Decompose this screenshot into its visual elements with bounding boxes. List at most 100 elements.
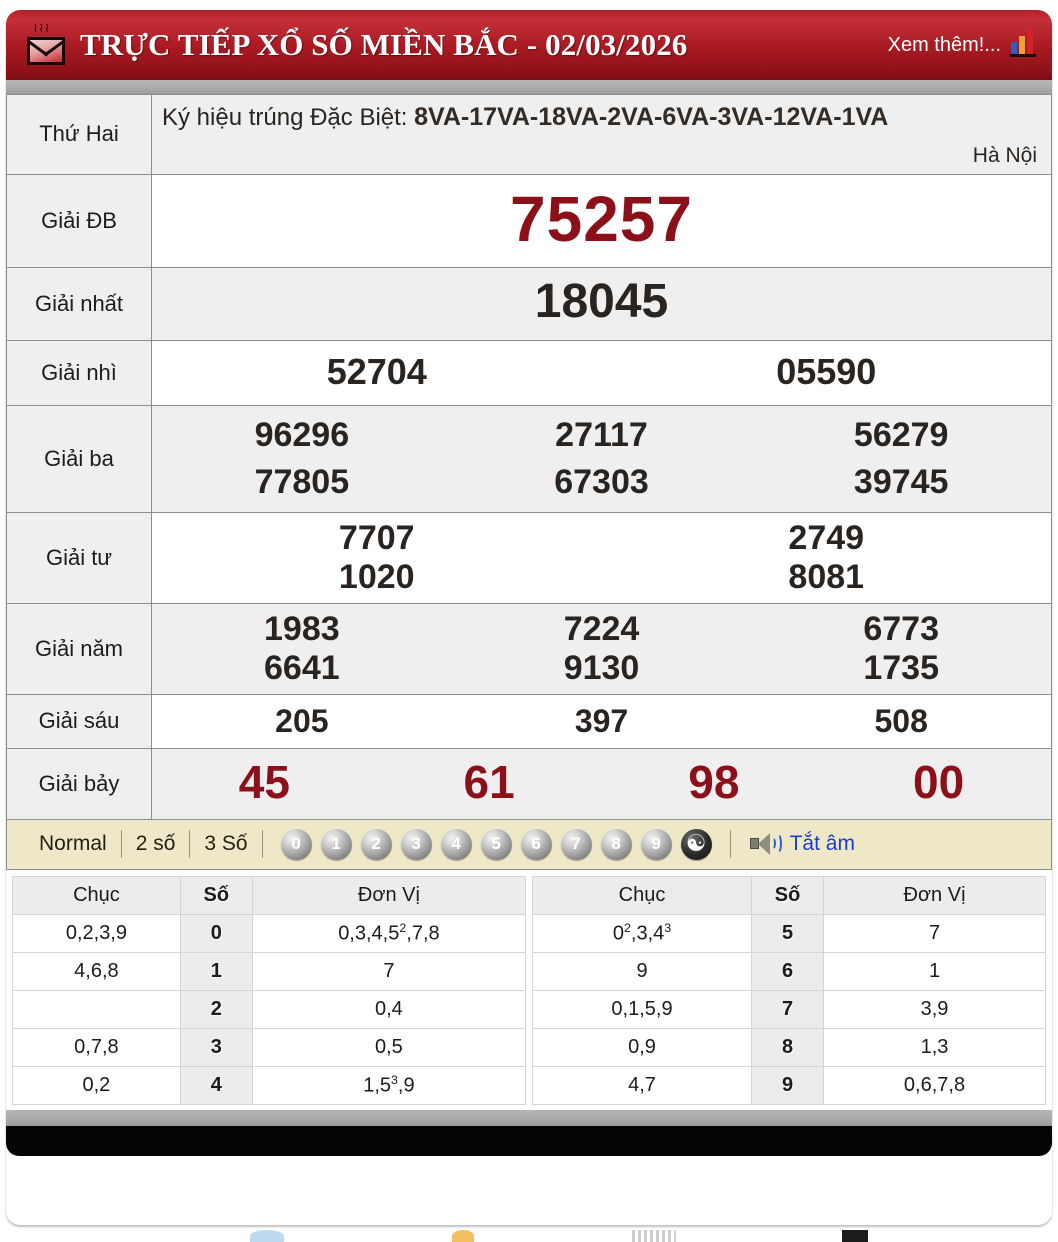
stats-header-tens: Chục [12, 875, 181, 915]
digit-ball-5[interactable]: 5 [480, 828, 512, 860]
seventh-number-1: 45 [238, 755, 290, 808]
fourth-number-3: 1020 [338, 557, 415, 596]
special-code-label: Ký hiệu trúng Đặc Biệt: [162, 104, 408, 131]
third-number-1: 96296 [254, 415, 350, 454]
fifth-number-1: 1983 [264, 609, 340, 648]
prize-label-first: Giải nhất [6, 266, 152, 341]
prize-label-third: Giải ba [6, 404, 152, 513]
digit-ball-6[interactable]: 6 [520, 828, 552, 860]
digit-ball-4[interactable]: 4 [440, 828, 472, 860]
stats-row: 0,1,5,9 7 3,9 [531, 989, 1046, 1029]
seventh-number-4: 00 [913, 755, 965, 808]
table-row-db: Giải ĐB 75257 [6, 173, 1052, 268]
special-code-line: Ký hiệu trúng Đặc Biệt: 8VA-17VA-18VA-2V… [162, 103, 1037, 132]
digit-ball-9[interactable]: 9 [640, 828, 672, 860]
yin-yang-icon[interactable]: ☯ [680, 828, 712, 860]
stats-cell-digit: 4 [179, 1065, 253, 1105]
control-separator [261, 830, 263, 859]
stats-table-right: Chục Số Đơn Vị 02,3,43 5 7 9 6 1 0,1,5,9 7 3,9 0,… [531, 875, 1046, 1105]
speaker-icon [749, 831, 783, 857]
stats-cell-tens: 0,7,8 [12, 1027, 181, 1067]
prize-value-fifth: 1983 7224 6773 6641 9130 1735 [151, 602, 1052, 695]
stats-right-body: 02,3,43 5 7 9 6 1 0,1,5,9 7 3,9 0,9 8 1,3 4,7 9 0,6,7,… [531, 913, 1046, 1105]
bar-chart-icon[interactable] [1010, 29, 1038, 57]
sixth-number-2: 397 [574, 702, 629, 739]
envelope-shape [27, 37, 65, 65]
fourth-number-4: 8081 [788, 557, 865, 596]
third-number-2: 27117 [555, 415, 648, 454]
stats-row: 2 0,4 [12, 989, 527, 1029]
stats-row: 0,2 4 1,53,9 [12, 1065, 527, 1105]
stats-cell-units: 0,6,7,8 [823, 1065, 1046, 1105]
partial-icon-3 [632, 1230, 676, 1242]
table-row-sixth: Giải sáu 205 397 508 [6, 693, 1052, 749]
second-number-1: 52704 [326, 350, 427, 392]
db-number: 75257 [510, 182, 693, 255]
control-bar: Normal 2 số 3 Số 0 1 2 3 4 5 6 7 8 9 ☯ [6, 819, 1052, 870]
digit-ball-3[interactable]: 3 [400, 828, 432, 860]
stats-cell-digit: 5 [751, 913, 825, 953]
stats-cell-units: 0,5 [251, 1027, 527, 1067]
prize-value-db: 75257 [151, 173, 1052, 268]
stats-cell-tens: 0,2 [12, 1065, 181, 1105]
stats-row: 4,6,8 1 7 [12, 951, 527, 991]
digit-ball-0[interactable]: 0 [280, 828, 312, 860]
digit-ball-7[interactable]: 7 [560, 828, 592, 860]
stats-header-units: Đơn Vị [251, 875, 527, 915]
stats-cell-digit: 8 [751, 1027, 825, 1067]
stats-cell-tens: 0,2,3,9 [12, 913, 181, 953]
fifth-number-3: 6773 [863, 609, 939, 648]
stats-left-body: 0,2,3,9 0 0,3,4,52,7,8 4,6,8 1 7 2 0,4 0,7,8 3 0,5… [12, 913, 527, 1105]
third-number-3: 56279 [853, 415, 949, 454]
third-number-5: 67303 [554, 462, 649, 501]
prize-value-second: 52704 05590 [151, 339, 1052, 406]
mode-normal-button[interactable]: Normal [39, 832, 107, 856]
stats-cell-units: 1,3 [823, 1027, 1046, 1067]
table-row-fourth: Giải tư 7707 2749 1020 8081 [6, 511, 1052, 604]
stats-table-left: Chục Số Đơn Vị 0,2,3,9 0 0,3,4,52,7,8 4,6,8… [12, 875, 527, 1105]
special-code-cell: Ký hiệu trúng Đặc Biệt: 8VA-17VA-18VA-2V… [151, 94, 1052, 175]
digit-ball-8[interactable]: 8 [600, 828, 632, 860]
stats-row: 0,2,3,9 0 0,3,4,52,7,8 [12, 913, 527, 953]
stats-header-digit: Số [179, 875, 253, 915]
stats-cell-tens: 0,9 [531, 1027, 753, 1067]
stats-cell-digit: 2 [179, 989, 253, 1029]
lottery-results-table: Thứ Hai Ký hiệu trúng Đặc Biệt: 8VA-17VA… [6, 94, 1052, 820]
prize-label-fourth: Giải tư [6, 511, 152, 604]
header-right-group: Xem thêm!... [887, 29, 1038, 59]
page-title: TRỰC TIẾP XỔ SỐ MIỀN BẮC - 02/03/2026 [80, 27, 688, 62]
digit-filter-group: 0 1 2 3 4 5 6 7 8 9 ☯ [263, 828, 712, 860]
region-label: Hà Nội [972, 143, 1037, 167]
stats-row: 02,3,43 5 7 [531, 913, 1046, 953]
first-number: 18045 [534, 274, 669, 328]
fifth-number-2: 7224 [563, 609, 640, 648]
stats-header-row: Chục Số Đơn Vị [12, 875, 527, 915]
stats-row: 0,7,8 3 0,5 [12, 1027, 527, 1067]
digit-ball-2[interactable]: 2 [360, 828, 392, 860]
table-row-fifth: Giải năm 1983 7224 6773 6641 9130 1735 [6, 602, 1052, 695]
prize-label-db: Giải ĐB [6, 173, 152, 268]
prize-value-sixth: 205 397 508 [151, 693, 1052, 749]
below-widget-strip [0, 1228, 1058, 1242]
stats-cell-tens: 0,1,5,9 [531, 989, 753, 1029]
digit-ball-1[interactable]: 1 [320, 828, 352, 860]
see-more-link[interactable]: Xem thêm!... [887, 34, 1001, 56]
stats-cell-tens: 9 [531, 951, 753, 991]
stats-cell-units: 1 [823, 951, 1046, 991]
mode-two-digit-button[interactable]: 2 số [135, 832, 176, 856]
stats-cell-digit: 7 [751, 989, 825, 1029]
stats-cell-units: 3,9 [823, 989, 1046, 1029]
stats-cell-units: 7 [823, 913, 1046, 953]
stats-cell-tens: 02,3,43 [531, 913, 753, 953]
mute-toggle[interactable]: Tắt âm [731, 831, 855, 857]
partial-icon-2 [452, 1230, 474, 1242]
stats-cell-tens: 4,7 [531, 1065, 753, 1105]
mode-three-digit-button[interactable]: 3 Số [204, 832, 248, 856]
prize-value-third: 96296 27117 56279 77805 67303 39745 [151, 404, 1052, 513]
partial-icon-1 [250, 1230, 284, 1242]
lottery-widget-frame: ≀≀≀ TRỰC TIẾP XỔ SỐ MIỀN BẮC - 02/03/202… [6, 10, 1052, 1225]
table-row-meta: Thứ Hai Ký hiệu trúng Đặc Biệt: 8VA-17VA… [6, 94, 1052, 175]
prize-label-second: Giải nhì [6, 339, 152, 406]
